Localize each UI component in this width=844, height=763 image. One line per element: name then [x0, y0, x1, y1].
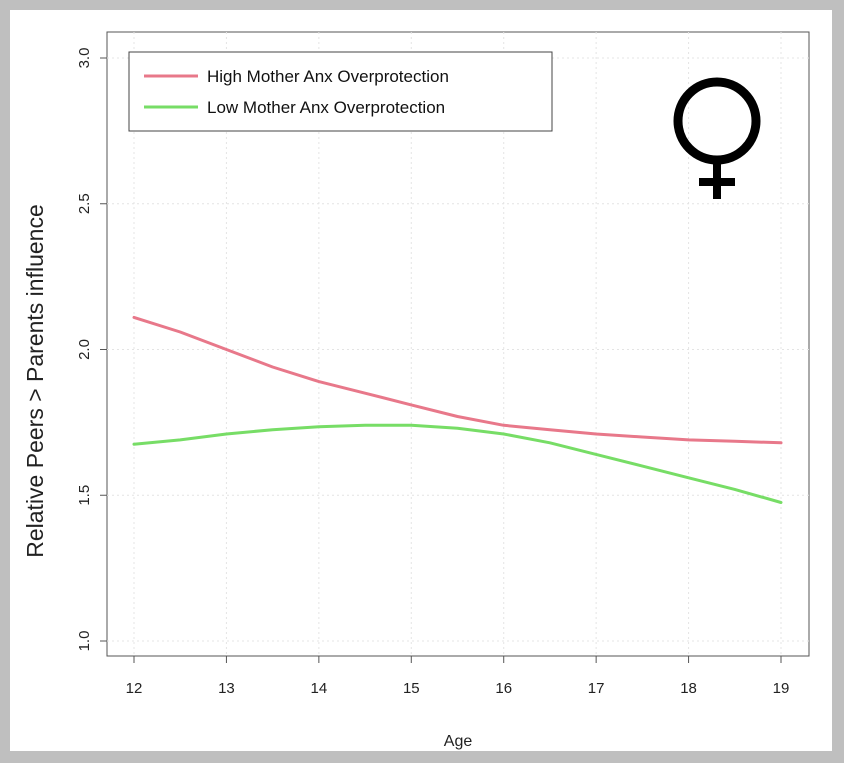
chart-frame: 12 13 14 15 16 17 18 19 1.0 1.5 2.0 2.5 3.0 High Mo…	[10, 10, 832, 751]
y-tick-label: 1.5	[76, 485, 93, 506]
y-axis: 1.0 1.5 2.0 2.5 3.0	[76, 48, 107, 652]
x-tick-label: 15	[403, 680, 420, 697]
y-tick-label: 1.0	[76, 631, 93, 652]
y-tick-label: 2.0	[76, 339, 93, 360]
y-tick-label: 3.0	[76, 48, 93, 69]
y-tick-label: 2.5	[76, 193, 93, 214]
series-line-low	[132, 423, 783, 504]
line-chart: 12 13 14 15 16 17 18 19 1.0 1.5 2.0 2.5 3.0 High Mo…	[22, 31, 810, 750]
x-tick-label: 13	[218, 680, 235, 697]
y-axis-title: Relative Peers > Parents influence	[22, 204, 48, 558]
x-tick-label: 17	[588, 680, 605, 697]
x-tick-label: 16	[495, 680, 512, 697]
legend: High Mother Anx Overprotection Low Mothe…	[128, 51, 553, 132]
plot-area	[106, 31, 810, 657]
x-tick-label: 12	[126, 680, 143, 697]
x-tick-label: 18	[680, 680, 697, 697]
x-tick-label: 14	[311, 680, 328, 697]
x-axis-title: Age	[444, 733, 473, 750]
legend-label-low: Low Mother Anx Overprotection	[207, 98, 445, 117]
female-symbol-icon	[673, 77, 761, 199]
legend-label-high: High Mother Anx Overprotection	[207, 67, 449, 86]
x-tick-label: 19	[773, 680, 790, 697]
legend-box	[128, 51, 553, 132]
series-line-high	[132, 315, 783, 445]
series-lines	[132, 315, 783, 504]
x-axis: 12 13 14 15 16 17 18 19	[126, 656, 790, 697]
